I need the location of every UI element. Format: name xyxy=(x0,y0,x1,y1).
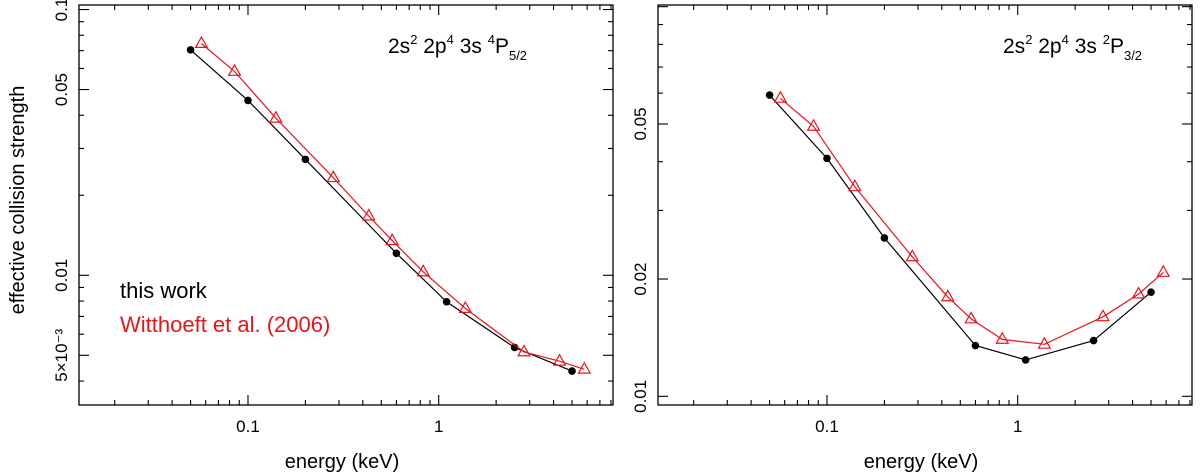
right-series-line-witthoeft xyxy=(780,97,1164,345)
right-point-witthoeft xyxy=(1037,336,1052,349)
left-x-tick-label: 0.1 xyxy=(236,417,260,436)
right-point-witthoeft xyxy=(847,179,862,192)
right-x-tick-label: 1 xyxy=(1013,417,1022,436)
left-panel: 2s2 2p4 3s 4P5/2 energy (keV) this work … xyxy=(78,4,614,473)
right-y-tick-label: 0.05 xyxy=(631,107,650,140)
right-point-this-work xyxy=(823,154,831,163)
right-point-witthoeft xyxy=(905,249,920,262)
left-point-this-work xyxy=(186,46,195,54)
left-x-tick-label: 1 xyxy=(434,417,443,436)
right-point-witthoeft xyxy=(940,289,955,302)
left-point-witthoeft xyxy=(361,208,376,221)
left-y-tick-label: 5×10⁻³ xyxy=(52,328,71,381)
left-point-witthoeft xyxy=(326,169,341,183)
legend-witthoeft: Witthoeft et al. (2006) xyxy=(120,312,330,337)
y-axis-title: effective collision strength xyxy=(7,86,29,315)
right-point-witthoeft xyxy=(995,331,1010,344)
right-series-line-this-work xyxy=(769,94,1152,361)
right-point-this-work xyxy=(971,341,980,350)
right-point-witthoeft xyxy=(773,90,788,103)
x-axis-title-right: energy (keV) xyxy=(864,451,979,473)
right-panel-title: 2s2 2p4 3s 2P3/2 xyxy=(1003,32,1142,63)
left-series-line-witthoeft xyxy=(201,43,585,370)
left-point-this-work xyxy=(301,155,310,164)
left-point-this-work xyxy=(244,96,252,105)
left-panel-title: 2s2 2p4 3s 4P5/2 xyxy=(388,32,527,63)
left-y-tick-label: 0.1 xyxy=(52,0,71,21)
left-point-witthoeft xyxy=(268,110,283,123)
left-point-witthoeft xyxy=(552,353,567,366)
right-point-this-work xyxy=(1021,356,1030,364)
left-point-this-work xyxy=(392,249,401,258)
right-point-this-work xyxy=(765,91,774,99)
left-point-witthoeft xyxy=(227,63,242,76)
left-point-witthoeft xyxy=(194,35,209,49)
left-point-witthoeft xyxy=(458,300,473,313)
right-y-tick-label: 0.01 xyxy=(631,380,650,413)
left-y-tick-label: 0.05 xyxy=(52,73,71,106)
right-point-this-work xyxy=(1089,336,1098,345)
right-point-witthoeft xyxy=(806,118,821,131)
x-axis-title-left: energy (keV) xyxy=(285,451,400,473)
left-ticks xyxy=(79,5,613,405)
left-point-witthoeft xyxy=(416,264,431,277)
right-point-witthoeft xyxy=(1156,264,1171,277)
right-point-witthoeft xyxy=(1131,286,1146,299)
right-y-tick-label: 0.02 xyxy=(631,262,650,295)
right-point-witthoeft xyxy=(1096,309,1110,322)
right-panel: 2s2 2p4 3s 2P3/2 energy (keV) xyxy=(657,4,1193,473)
right-point-this-work xyxy=(1147,288,1155,297)
left-point-this-work xyxy=(568,367,576,375)
left-point-this-work xyxy=(442,297,451,306)
left-point-witthoeft xyxy=(517,344,531,357)
right-point-witthoeft xyxy=(964,311,979,324)
left-plot-frame xyxy=(78,4,614,406)
legend-this-work: this work xyxy=(120,278,208,303)
left-point-witthoeft xyxy=(385,232,400,246)
right-ticks xyxy=(658,5,1192,405)
right-x-tick-label: 0.1 xyxy=(815,417,839,436)
left-y-tick-label: 0.01 xyxy=(52,259,71,292)
left-point-witthoeft xyxy=(577,361,592,374)
right-plot-frame xyxy=(657,4,1193,406)
left-point-this-work xyxy=(510,343,519,352)
right-point-this-work xyxy=(880,234,889,242)
